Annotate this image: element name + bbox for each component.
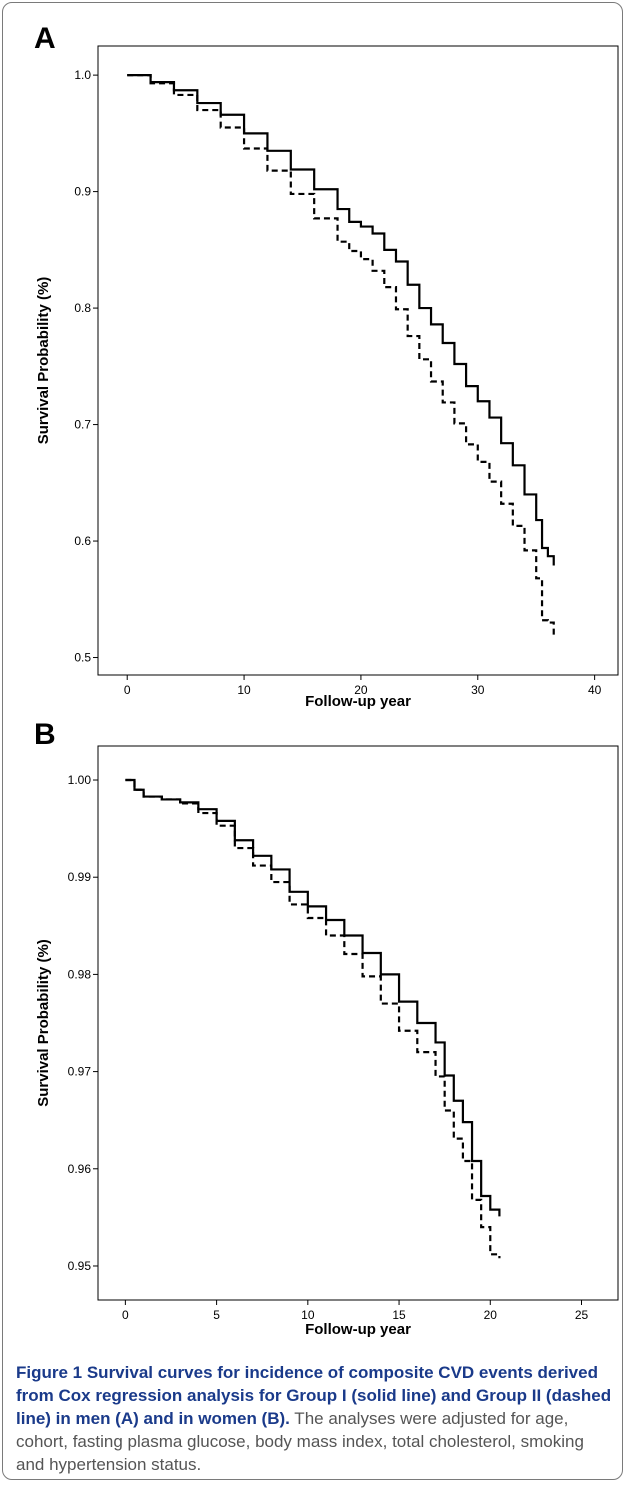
men-plot-area [97, 45, 619, 676]
men-x-tick-label: 40 [588, 683, 602, 697]
women-y-axis-label: Survival Probability (%) [35, 939, 52, 1107]
survival-chart-women: 0.95 0.96 0.97 0.98 0.99 1.00 0 5 10 15 20 25 Follow… [35, 745, 619, 1338]
women-x-tick-label: 20 [484, 1308, 498, 1322]
men-series-solid-line [127, 74, 555, 566]
women-x-tick-label: 5 [213, 1308, 220, 1322]
women-y-tick-label: 0.97 [68, 1065, 92, 1079]
women-plot-area [97, 745, 619, 1301]
women-series-solid-line [125, 778, 501, 1217]
men-series-dashed-line [127, 74, 555, 636]
men-y-tick-label: 1.0 [74, 68, 91, 82]
men-y-tick-label: 0.9 [74, 185, 91, 199]
men-y-axis-label: Survival Probability (%) [35, 277, 52, 445]
men-y-tick-label: 0.5 [74, 651, 91, 665]
women-x-tick-label: 0 [122, 1308, 129, 1322]
women-x-tick-label: 25 [575, 1308, 589, 1322]
men-y-tick-label: 0.6 [74, 534, 91, 548]
women-y-tick-label: 0.95 [68, 1259, 92, 1273]
survival-chart-men: 0.5 0.6 0.7 0.8 0.9 1.0 0 10 20 30 40 Follow-up yea… [35, 45, 619, 710]
women-y-tick-label: 1.00 [68, 773, 92, 787]
men-x-axis-label: Follow-up year [305, 693, 411, 710]
figure-caption: Figure 1 Survival curves for incidence o… [16, 1361, 616, 1476]
men-x-tick-label: 10 [237, 683, 251, 697]
panel-a-label: A [34, 22, 56, 55]
caption-body: The analyses were adjusted for age, coho… [16, 1409, 584, 1474]
women-y-tick-label: 0.98 [68, 967, 92, 981]
men-y-tick-label: 0.8 [74, 301, 91, 315]
women-x-axis-label: Follow-up year [305, 1321, 411, 1338]
men-x-tick-label: 30 [471, 683, 485, 697]
panel-b-label: B [34, 718, 56, 751]
women-x-tick-label: 15 [392, 1308, 406, 1322]
women-y-tick-label: 0.99 [68, 870, 92, 884]
caption-title: Figure 1 Survival curves for incidence o… [16, 1363, 612, 1428]
men-y-tick-label: 0.7 [74, 418, 91, 432]
women-y-tick-label: 0.96 [68, 1162, 92, 1176]
women-x-tick-label: 10 [301, 1308, 315, 1322]
men-x-tick-label: 0 [124, 683, 131, 697]
women-series-dashed-line [125, 778, 501, 1259]
men-x-tick-label: 20 [354, 683, 368, 697]
